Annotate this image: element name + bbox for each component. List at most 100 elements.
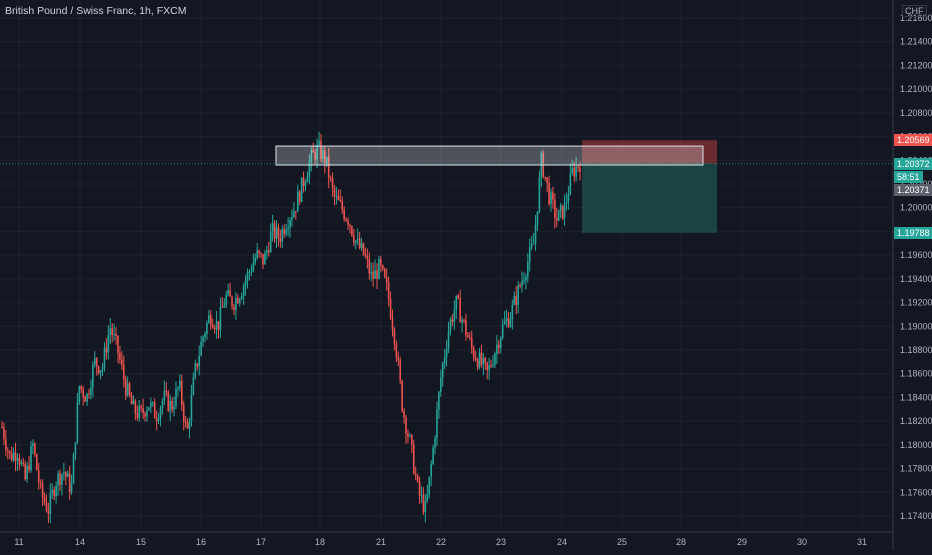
candle-body [159, 408, 162, 419]
candle-body [538, 177, 541, 212]
time-axis[interactable]: 11 14 15 16 17 18 21 22 23 24 25 28 29 30 31 [0, 531, 893, 547]
candle-body [231, 296, 233, 307]
price-tick-label: 1.21200 [900, 60, 932, 70]
candle-body [140, 406, 142, 409]
price-tick-label: 1.17400 [900, 511, 932, 521]
candle-body [399, 360, 402, 381]
candle-body [271, 223, 274, 232]
candle-body [380, 258, 382, 266]
candle-body [107, 334, 110, 353]
candle-body [467, 335, 469, 338]
candle-body [99, 370, 102, 373]
candle-body [235, 297, 237, 310]
candle-body [30, 446, 32, 471]
candle-body [151, 402, 154, 404]
candle-body [397, 357, 400, 361]
candle-body [530, 243, 533, 248]
candle-body [115, 333, 117, 336]
price-tick-label: 1.17800 [900, 464, 932, 474]
candle-body [148, 407, 150, 411]
candle-body [86, 393, 88, 402]
candle-body [310, 150, 313, 162]
candle-body [324, 150, 326, 164]
candle-body [579, 167, 581, 172]
candle-body [150, 402, 152, 408]
candle-body [447, 330, 450, 349]
price-axis[interactable]: 1.216001.214001.212001.210001.208001.206… [892, 0, 932, 550]
candle-body [546, 177, 548, 183]
candle-body [211, 324, 214, 328]
candle-body [281, 229, 284, 242]
price-tick-label: 1.20000 [900, 203, 932, 213]
candle-body [200, 341, 202, 356]
candle-body [463, 319, 465, 321]
candle-body [376, 270, 378, 279]
candle-body [436, 409, 438, 439]
candle-body [366, 256, 369, 260]
candle-body [519, 285, 521, 287]
candle-body [269, 231, 272, 252]
candle-body [66, 473, 69, 477]
candle-body [264, 253, 266, 265]
time-tick-label: 18 [315, 537, 325, 547]
candle-body [180, 380, 183, 406]
candle-body [440, 377, 442, 393]
candle-body [403, 410, 405, 418]
price-tick-label: 1.18800 [900, 345, 932, 355]
candle-body [498, 344, 500, 349]
candle-body [82, 389, 84, 398]
candle-body [132, 400, 135, 405]
symbol-title[interactable]: British Pound / Swiss Franc, 1h, FXCM [5, 5, 187, 17]
candle-body [34, 443, 36, 455]
candle-body [291, 217, 293, 220]
candle-body [250, 271, 253, 273]
candle-body [169, 400, 171, 411]
candle-body [103, 347, 106, 368]
candle-body [561, 205, 564, 219]
candle-body [97, 366, 100, 373]
candle-body [165, 390, 168, 393]
candle-body [20, 462, 23, 465]
candle-body [8, 451, 11, 454]
candle-body [322, 150, 324, 160]
candle-body [345, 219, 347, 221]
candle-body [188, 421, 191, 429]
candle-body [333, 188, 336, 197]
candle-body [548, 182, 550, 204]
candle-body [482, 358, 485, 365]
candle-body [329, 177, 332, 179]
candle-body [167, 392, 170, 411]
candle-body [88, 393, 90, 395]
candle-body [389, 299, 392, 319]
candle-body [289, 219, 291, 228]
candle-body [430, 463, 432, 477]
candle-body [49, 493, 52, 514]
grid-lines [0, 0, 893, 532]
candle-body [552, 192, 554, 200]
candle-body [12, 452, 15, 461]
candle-body [238, 299, 241, 304]
candle-body [215, 321, 218, 330]
candle-body [486, 362, 489, 370]
candle-body [157, 418, 160, 422]
candle-body [503, 320, 506, 325]
candle-body [45, 502, 48, 511]
candle-body [146, 410, 148, 417]
candle-body [219, 306, 222, 330]
time-tick-label: 31 [857, 537, 867, 547]
price-tick-label: 1.19000 [900, 321, 932, 331]
candle-body [5, 439, 7, 450]
candle-body [445, 348, 448, 357]
candle-body [496, 344, 498, 354]
candle-body [501, 324, 504, 338]
candle-body [3, 427, 5, 440]
candle-body [494, 353, 496, 365]
time-tick-label: 30 [797, 537, 807, 547]
candle-body [37, 470, 40, 483]
candle-body [61, 474, 63, 485]
candle-body [354, 240, 357, 243]
stop-price-tag: 1.20569 [894, 134, 932, 147]
candle-body [163, 390, 166, 401]
